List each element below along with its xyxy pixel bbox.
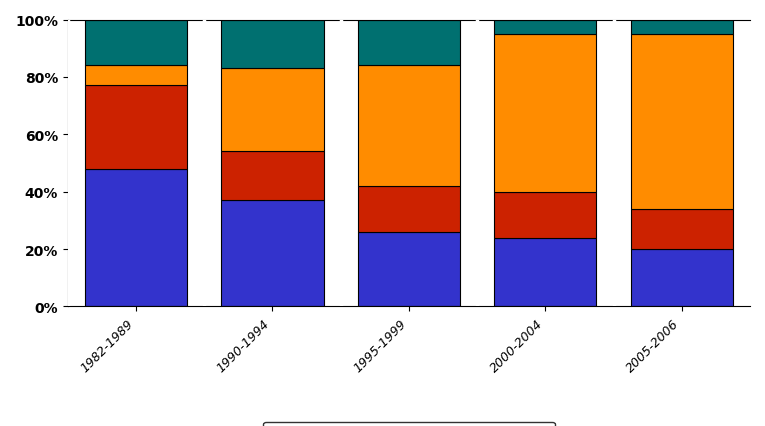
Bar	[630, 210, 733, 250]
Bar	[494, 192, 597, 238]
Bar	[85, 86, 187, 169]
Legend: homo, bissexual, hetero, outras: homo, bissexual, hetero, outras	[263, 422, 555, 426]
Bar	[221, 152, 324, 201]
Bar	[630, 35, 733, 210]
Bar	[358, 20, 460, 66]
Bar	[630, 20, 733, 35]
Bar	[85, 66, 187, 86]
Bar	[494, 238, 597, 307]
Bar	[221, 20, 324, 69]
Bar	[630, 250, 733, 307]
Bar	[358, 187, 460, 232]
Bar	[494, 20, 597, 35]
Bar	[494, 35, 597, 192]
Bar	[221, 69, 324, 152]
Bar	[221, 201, 324, 307]
Bar	[85, 169, 187, 307]
Bar	[85, 20, 187, 66]
Bar	[358, 66, 460, 187]
Bar	[358, 232, 460, 307]
